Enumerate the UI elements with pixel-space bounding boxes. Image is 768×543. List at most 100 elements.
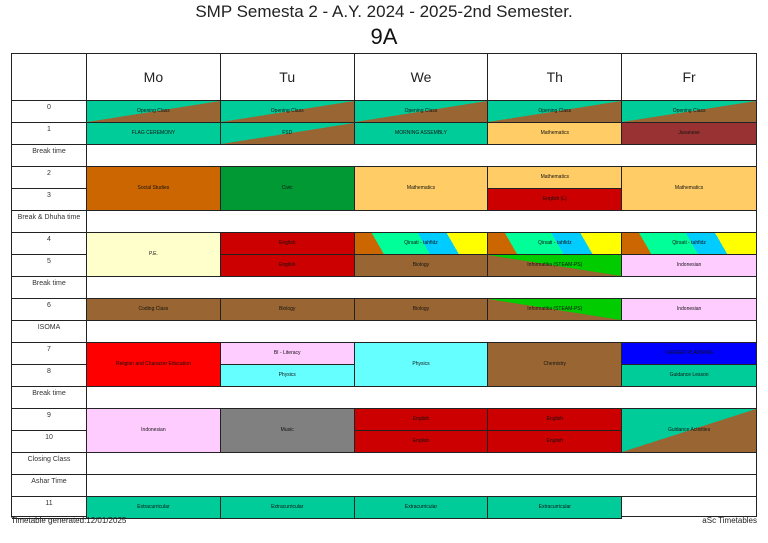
lesson-cell[interactable]: Javanese <box>622 123 756 145</box>
row-label: 11 <box>12 497 87 519</box>
row-label-text: 1 <box>47 126 51 133</box>
lesson-cell[interactable]: Informatika (STEAM-PS) <box>488 255 623 277</box>
lesson-cell[interactable]: Opening Class <box>87 101 221 123</box>
lesson-subject: CAREER PLANNING <box>665 350 713 356</box>
break-row <box>87 211 756 233</box>
lesson-cell[interactable]: Qirsati - tahfidz <box>354 233 489 255</box>
lesson-subject: Qirsati - tahfidz <box>672 240 706 246</box>
lesson-subject: Opening Class <box>538 108 572 114</box>
lesson-subject: P.E. <box>148 251 158 257</box>
lesson-subject: Informatika (STEAM-PS) <box>527 306 583 312</box>
lesson-cell[interactable]: English <box>220 233 355 255</box>
lesson-cell[interactable]: Religion and Character Education <box>87 343 221 387</box>
lesson-cell[interactable]: Indonesian <box>622 299 756 321</box>
lesson-subject: MORNING ASSEMBLY <box>395 130 447 136</box>
lesson-cell[interactable]: English <box>488 409 623 431</box>
lesson-cell[interactable]: Mathematics <box>488 123 623 145</box>
lesson-cell[interactable]: Biology <box>220 299 355 321</box>
lesson-cell[interactable]: Coding Class <box>87 299 221 321</box>
timetable-title: SMP Semesta 2 - A.Y. 2024 - 2025-2nd Sem… <box>195 2 573 21</box>
row-label-text: 9 <box>47 412 51 419</box>
break-row <box>87 277 756 299</box>
lesson-subject: Opening Class <box>404 108 438 114</box>
row-label: 1 <box>12 123 87 145</box>
lesson-cell[interactable]: Opening Class <box>354 101 489 123</box>
lesson-cell[interactable]: Opening Class <box>488 101 623 123</box>
lesson-cell[interactable]: Indonesian <box>622 255 756 277</box>
lesson-cell[interactable]: Guidance Lesson <box>622 365 756 387</box>
lesson-subject: Indonesian <box>141 427 166 433</box>
lesson-cell[interactable]: MORNING ASSEMBLY <box>354 123 489 145</box>
row-label: Break time <box>12 145 87 167</box>
lesson-subject: English <box>412 438 430 444</box>
lesson-subject: BI - Literacy <box>273 350 301 356</box>
lesson-cell[interactable]: FLAG CEREMONY <box>87 123 221 145</box>
row-label-text: 0 <box>47 104 51 111</box>
lesson-cell[interactable]: Social Studies <box>87 167 221 211</box>
row-label: 5 <box>12 255 87 277</box>
lesson-cell[interactable]: Qirsati - tahfidz <box>622 233 756 255</box>
lesson-cell[interactable]: Qirsati - tahfidz <box>488 233 623 255</box>
lesson-cell[interactable]: English <box>354 431 489 453</box>
lesson-cell[interactable]: Opening Class <box>622 101 756 123</box>
lesson-cell[interactable]: Informatika (STEAM-PS) <box>488 299 623 321</box>
lesson-cell[interactable]: Biology <box>354 255 489 277</box>
row-label: ISOMA <box>12 321 87 343</box>
lesson-subject: FSD <box>282 130 293 136</box>
lesson-subject: English <box>278 240 296 246</box>
lesson-cell[interactable]: Mathematics <box>354 167 489 211</box>
lesson-subject: Guidance Activities <box>667 427 711 433</box>
lesson-subject: Opening Class <box>270 108 304 114</box>
brand-label: aSc Timetables <box>702 516 757 525</box>
lesson-cell[interactable]: Civic <box>220 167 355 211</box>
lesson-cell[interactable]: English <box>488 431 623 453</box>
lesson-subject: Religion and Character Education <box>116 361 191 367</box>
break-row <box>87 453 756 475</box>
row-label: 3 <box>12 189 87 211</box>
lesson-cell[interactable]: Opening Class <box>220 101 355 123</box>
row-label: 10 <box>12 431 87 453</box>
lesson-subject: Biology <box>412 262 430 268</box>
lesson-subject: Physics <box>278 372 296 378</box>
lesson-cell[interactable]: Physics <box>220 365 355 387</box>
lesson-subject: Civic <box>281 185 293 191</box>
lesson-cell[interactable]: Indonesian <box>87 409 221 453</box>
row-label-text: Break & Dhuha time <box>17 214 81 221</box>
lesson-cell[interactable]: Guidance Activities <box>622 409 756 453</box>
lesson-cell[interactable]: English <box>220 255 355 277</box>
lesson-cell[interactable]: Extracurricular <box>87 497 221 519</box>
row-label-text: Break time <box>32 148 66 155</box>
break-row <box>87 321 756 343</box>
lesson-cell[interactable]: Biology <box>354 299 489 321</box>
lesson-cell[interactable]: Extracurricular <box>488 497 623 519</box>
lesson-subject: Guidance Lesson <box>669 372 709 378</box>
lesson-cell[interactable]: Extracurricular <box>354 497 489 519</box>
lesson-cell[interactable]: Mathematics <box>488 167 623 189</box>
lesson-cell[interactable]: CAREER PLANNING <box>622 343 756 365</box>
lesson-cell[interactable]: English (L) <box>488 189 623 211</box>
day-header-fr: Fr <box>622 54 756 101</box>
lesson-cell[interactable]: Music <box>220 409 355 453</box>
lesson-subject: Extracurricular <box>404 504 438 510</box>
lesson-subject: Music <box>280 427 294 433</box>
lesson-subject: Extracurricular <box>137 504 170 510</box>
row-label-text: 5 <box>47 258 51 265</box>
row-label: 0 <box>12 101 87 123</box>
lesson-subject: Biology <box>278 306 296 312</box>
lesson-cell[interactable]: Chemistry <box>488 343 623 387</box>
lesson-cell[interactable]: P.E. <box>87 233 221 277</box>
lesson-subject: Opening Class <box>672 108 706 114</box>
lesson-subject: English <box>546 438 563 444</box>
generated-date: Timetable generated:12/01/2025 <box>11 516 127 525</box>
row-label: 7 <box>12 343 87 365</box>
lesson-cell[interactable]: English <box>354 409 489 431</box>
lesson-cell[interactable]: Extracurricular <box>220 497 355 519</box>
lesson-cell[interactable]: BI - Literacy <box>220 343 355 365</box>
lesson-subject: Opening Class <box>137 108 170 114</box>
day-header-th: Th <box>488 54 623 101</box>
lesson-cell[interactable]: Mathematics <box>622 167 756 211</box>
lesson-cell[interactable]: Physics <box>354 343 489 387</box>
row-label-text: Ashar Time <box>31 478 67 485</box>
lesson-cell[interactable]: FSD <box>220 123 355 145</box>
row-label: Closing Class <box>12 453 87 475</box>
